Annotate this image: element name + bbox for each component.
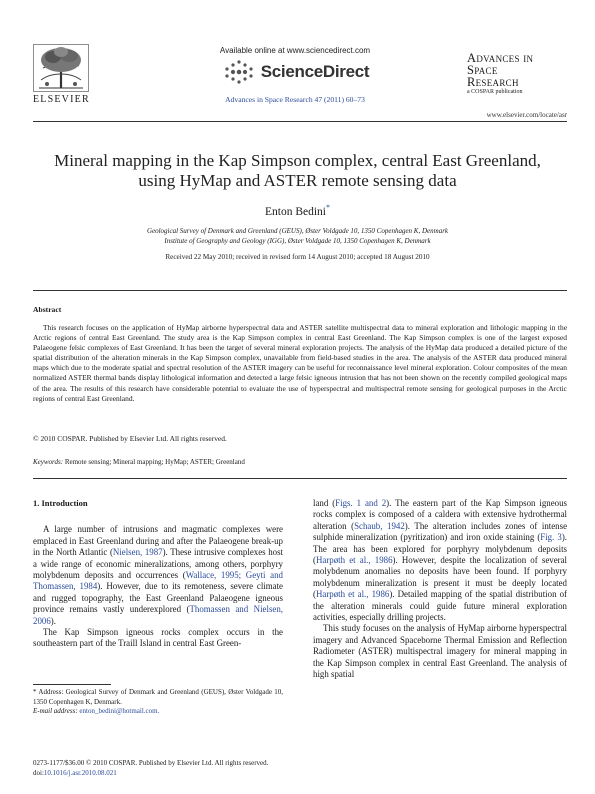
affiliation-1: Geological Survey of Denmark and Greenla… — [146, 227, 449, 235]
right-column: land (Figs. 1 and 2). The eastern part o… — [313, 498, 567, 681]
citation-link[interactable]: Nielsen, 1987 — [112, 547, 163, 558]
keywords-label: Keywords: — [33, 458, 64, 466]
available-online: Available online at www.sciencedirect.co… — [219, 46, 371, 55]
citation-link[interactable]: Thomassen and Nielsen, 2006 — [33, 604, 283, 626]
email-label: E-mail address: — [33, 707, 78, 716]
intro-paragraph-3: land (Figs. 1 and 2). The eastern part o… — [313, 498, 568, 623]
paper-title: Mineral mapping in the Kap Simpson compl… — [54, 151, 541, 190]
sciencedirect-header: Available online at www.sciencedirect.co… — [170, 46, 420, 104]
figure-link[interactable]: Figs. 1 and 2 — [335, 498, 387, 508]
footnote-email-line: E-mail address: enton_bedini@hotmail.com… — [33, 707, 283, 717]
citation-link[interactable]: Wallace, 1995; Geyti and Thomassen, 1984 — [33, 570, 283, 592]
citation-link[interactable]: Harpøth et al., 1986 — [315, 589, 390, 600]
citation-link[interactable]: Schaub, 1942 — [354, 520, 405, 531]
doi-link[interactable]: 10.1016/j.asr.2010.08.021 — [43, 769, 117, 777]
journal-url[interactable]: www.elsevier.com/locate/asr — [486, 111, 567, 119]
intro-paragraph-4: This study focuses on the analysis of Hy… — [313, 623, 567, 680]
title-divider — [33, 290, 567, 291]
intro-paragraph-1: A large number of intrusions and magmati… — [33, 524, 283, 626]
author-name: Enton Bedini — [264, 205, 326, 218]
elsevier-logo: ELSEVIER — [33, 44, 89, 105]
keywords-list: Remote sensing; Mineral mapping; HyMap; … — [64, 458, 245, 466]
sciencedirect-logo[interactable]: ScienceDirect — [170, 59, 420, 85]
abstract-heading: Abstract — [33, 305, 62, 314]
citation-link[interactable]: Harpøth et al., 1986 — [315, 555, 393, 566]
footnote: * Address: Geological Survey of Denmark … — [33, 688, 283, 717]
journal-title-line-3: Research — [467, 75, 519, 89]
affiliation-2: Institute of Geography and Geology (IGG)… — [164, 237, 431, 245]
header-divider — [33, 121, 567, 122]
elsevier-tree-icon — [33, 44, 89, 92]
sciencedirect-wordmark: ScienceDirect — [260, 62, 370, 81]
journal-title-line-2: Space — [467, 63, 498, 77]
author-line: Enton Bedini* — [0, 203, 595, 218]
section-heading-introduction: 1. Introduction — [33, 498, 88, 508]
intro-paragraph-2: The Kap Simpson igneous rocks complex oc… — [33, 627, 283, 649]
affiliations: Geological Survey of Denmark and Greenla… — [40, 226, 555, 246]
journal-subtitle: a COSPAR publication — [467, 89, 523, 95]
abstract-copyright: © 2010 COSPAR. Published by Elsevier Ltd… — [33, 434, 227, 443]
left-column: 1. Introduction A large number of intrus… — [33, 498, 283, 650]
footnote-divider — [33, 684, 111, 685]
doi-line: doi:10.1016/j.asr.2010.08.021 — [33, 769, 117, 777]
sciencedirect-dots-icon — [225, 60, 253, 84]
journal-logo: Advances in Space Research a COSPAR publ… — [467, 52, 567, 95]
figure-link[interactable]: Fig. 3 — [540, 532, 562, 543]
journal-citation[interactable]: Advances in Space Research 47 (2011) 60–… — [225, 95, 365, 104]
publication-info: 0273-1177/$36.00 © 2010 COSPAR. Publishe… — [33, 758, 268, 778]
abstract-divider — [33, 478, 567, 479]
email-link[interactable]: enton_bedini@hotmail.com. — [79, 707, 160, 716]
keywords: Keywords: Remote sensing; Mineral mappin… — [33, 458, 245, 466]
publisher-name: ELSEVIER — [33, 94, 90, 105]
journal-title-line-1: Advances in — [467, 51, 534, 65]
received-dates: Received 22 May 2010; received in revise… — [165, 253, 430, 261]
author-footnote-mark[interactable]: * — [326, 203, 330, 212]
abstract-text: This research focuses on the application… — [33, 323, 567, 403]
issn-line: 0273-1177/$36.00 © 2010 COSPAR. Publishe… — [33, 759, 269, 767]
footnote-address: * Address: Geological Survey of Denmark … — [33, 688, 283, 706]
